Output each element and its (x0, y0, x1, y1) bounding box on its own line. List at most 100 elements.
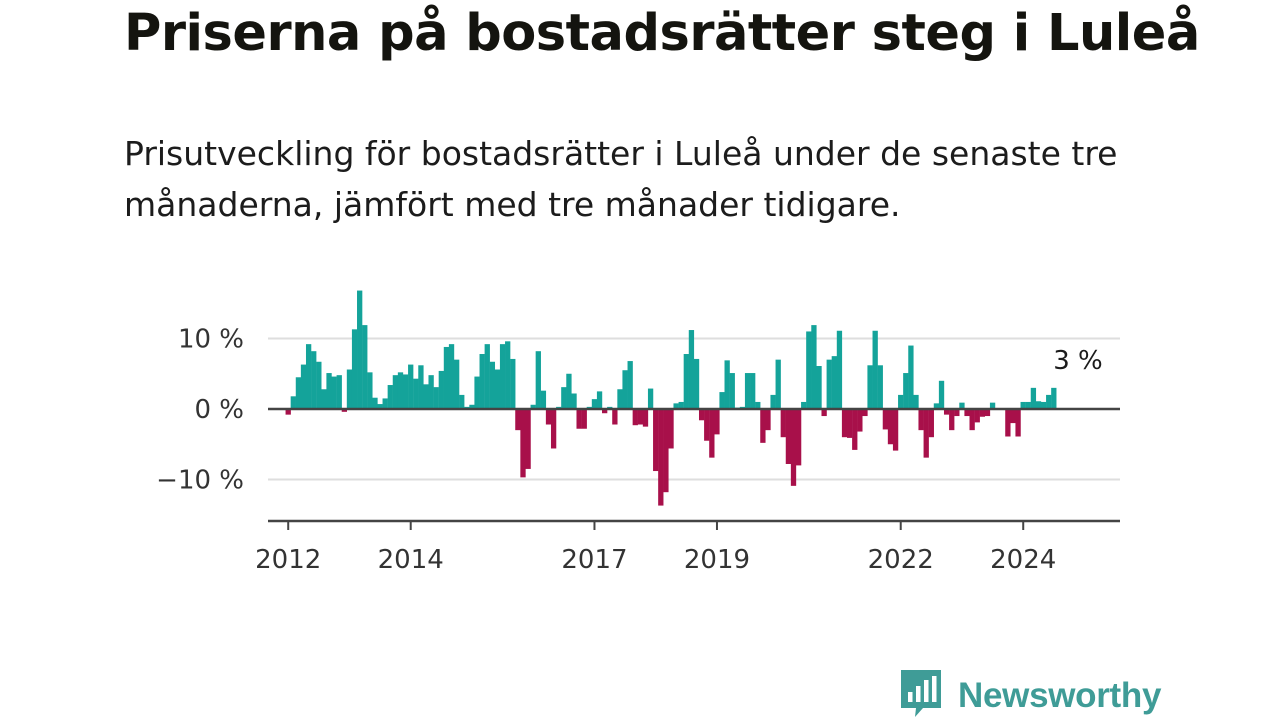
bar-series (285, 290, 1057, 506)
bar (862, 409, 868, 417)
bar (918, 409, 924, 431)
brand-name: Newsworthy (958, 676, 1162, 715)
bar (479, 354, 485, 409)
bar (949, 409, 955, 431)
bar (969, 409, 975, 431)
bar (346, 369, 353, 409)
bar (1015, 409, 1021, 437)
bar (964, 409, 970, 417)
x-tick-label: 2024 (990, 545, 1056, 575)
x-tick-label: 2019 (684, 545, 750, 575)
bar (418, 365, 424, 409)
bar (877, 365, 883, 409)
x-axis: 2012 2014 2017 2019 2022 2024 (255, 519, 1120, 575)
bar (1025, 401, 1031, 409)
bar (729, 373, 735, 409)
bar (683, 354, 689, 409)
bar (494, 369, 501, 409)
bar (984, 409, 991, 417)
bar (704, 409, 710, 441)
bar (836, 330, 843, 409)
bar (719, 392, 725, 409)
bar (540, 390, 547, 409)
bar (698, 409, 705, 421)
newsworthy-logo-icon (901, 670, 943, 722)
bar (387, 385, 393, 409)
bar (392, 375, 399, 409)
bar (362, 325, 368, 409)
bar (632, 409, 638, 426)
bar (341, 409, 348, 412)
bar (326, 373, 332, 409)
x-tick-label: 2014 (378, 545, 444, 575)
bar (305, 344, 312, 409)
bar (882, 409, 889, 430)
bar (647, 388, 654, 409)
bar (367, 372, 373, 409)
bar (642, 409, 649, 427)
bar (443, 346, 450, 409)
bar (290, 396, 296, 409)
bar (775, 359, 781, 409)
newsworthy-logo[interactable]: Newsworthy (901, 670, 1161, 722)
bar (770, 394, 776, 409)
bar (459, 394, 465, 409)
bar (438, 370, 444, 409)
bar (1051, 387, 1057, 409)
bar (974, 409, 980, 423)
bar (576, 409, 582, 429)
bar (954, 409, 960, 417)
bar (545, 409, 552, 425)
bar (550, 409, 557, 449)
bar (688, 330, 695, 409)
y-tick-label: −10 % (156, 466, 244, 496)
bar (448, 344, 455, 409)
bar (520, 409, 526, 478)
bar (867, 365, 873, 409)
bar (402, 374, 409, 409)
bar (811, 325, 817, 409)
bar (382, 398, 388, 409)
bar (596, 391, 603, 410)
bar (816, 366, 822, 409)
bar (938, 380, 945, 409)
bar (943, 409, 950, 415)
bar (423, 384, 429, 409)
bar (841, 409, 848, 438)
bar (724, 360, 730, 409)
bar (489, 361, 496, 409)
bar (1020, 401, 1026, 409)
bar (561, 387, 567, 409)
bar (913, 394, 919, 409)
bar (795, 409, 802, 466)
bar (923, 409, 929, 458)
bar (535, 351, 541, 409)
bar (826, 359, 832, 409)
bar (1030, 387, 1037, 409)
bar (801, 401, 807, 409)
bar (408, 364, 414, 409)
bar (622, 370, 628, 409)
bar (979, 409, 986, 417)
bar (285, 409, 291, 415)
bar (928, 409, 934, 438)
bar (898, 394, 904, 409)
bar (316, 361, 322, 409)
bar (499, 344, 506, 409)
y-axis-labels: 10 % 0 % −10 % (156, 325, 244, 496)
bar (959, 402, 965, 409)
bar (755, 401, 761, 409)
bar (351, 329, 358, 409)
bar (821, 409, 827, 417)
bar (433, 387, 439, 409)
bar (668, 409, 674, 449)
x-tick-label: 2012 (255, 545, 321, 575)
bar (331, 376, 337, 409)
bar (474, 376, 480, 409)
bar (627, 361, 633, 409)
bar (428, 375, 434, 409)
bar (1005, 409, 1011, 437)
x-tick-label: 2017 (561, 545, 627, 575)
bar (872, 330, 878, 409)
